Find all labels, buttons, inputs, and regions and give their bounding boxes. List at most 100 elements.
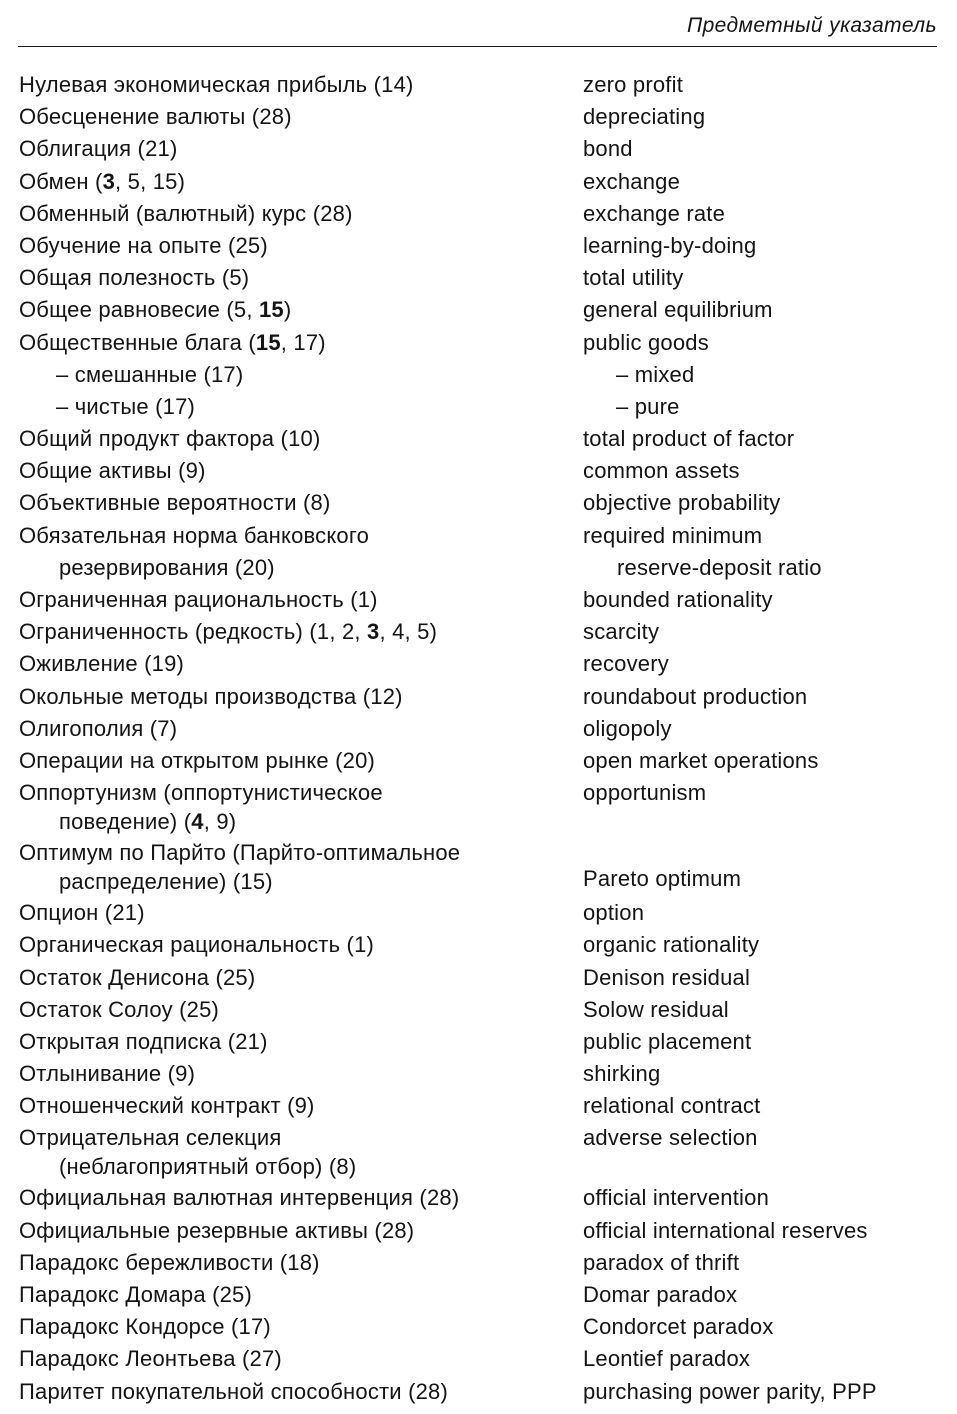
entry-term-en: total utility [583,265,684,291]
entry-term-en: relational contract [583,1093,761,1119]
index-entry: Парадокс бережливости (18) paradox of th… [19,1246,944,1278]
entry-term-ru: Остаток Денисона (25) [19,964,256,990]
entry-term-en: purchasing power parity, PPP [583,1378,877,1404]
index-list: Нулевая экономическая прибыль (14) zero … [19,68,944,1407]
entry-term-ru: Обязательная норма банковского резервиров… [19,522,370,580]
entry-term-ru: Окольные методы производства (12) [19,683,403,709]
entry-term-ru: Обмен (3, 5, 15) [19,168,186,194]
index-entry: Обучение на опыте (25) learning-by-doing [19,229,944,261]
entry-term-ru: Оптимум по Парйто (Парйто-оптимальное рас… [19,840,461,894]
entry-term-en: option [583,900,645,926]
entry-term-ru: Парадокс Леонтьева (27) [19,1346,282,1372]
entry-term-en: bounded rationality [583,587,773,613]
index-entry: Нулевая экономическая прибыль (14) zero … [19,68,944,100]
entry-term-en: zero profit [583,72,684,97]
entry-term-en: total product of factor [583,426,795,452]
entry-term-ru: Открытая подписка (21) [19,1028,268,1054]
index-entry: Ограниченная рациональность (1) bounded … [19,583,944,615]
entry-term-ru: Обучение на опыте (25) [19,232,268,258]
index-entry: Оптимум по Парйто (Парйто-оптимальное рас… [19,836,944,896]
entry-term-en: exchange rate [583,200,726,226]
index-subentry: – чистые (17) – pure [19,390,944,422]
entry-term-en: Condorcet paradox [583,1314,774,1340]
entry-term-ru: Общественные блага (15, 17) [19,329,326,355]
entry-term-en: general equilibrium [583,297,773,323]
entry-term-en: roundabout production [583,683,808,709]
index-entry: Облигация (21) bond [19,132,944,164]
index-entry: Открытая подписка (21) public placement [19,1025,944,1057]
entry-term-en: Denison residual [583,964,751,990]
entry-term-en: public goods [583,329,709,355]
entry-term-en: adverse selection [583,1125,758,1151]
entry-term-ru: Отношенческий контракт (9) [19,1093,315,1119]
entry-term-en: scarcity [583,619,660,645]
entry-term-en: bond [583,136,633,162]
entry-term-ru: Обменный (валютный) курс (28) [19,200,353,226]
index-entry: Обязательная норма банковского резервиров… [19,519,944,583]
entry-term-en: Domar paradox [583,1282,738,1308]
entry-term-en: opportunism [583,780,707,806]
entry-term-en: recovery [583,651,669,677]
index-entry: Общая полезность (5) total utility [19,261,944,293]
entry-term-ru: Ограниченная рациональность (1) [19,587,378,613]
index-entry: Отношенческий контракт (9) relational co… [19,1089,944,1121]
index-entry: Обмен (3, 5, 15) exchange [19,165,944,197]
entry-term-en: organic rationality [583,932,760,958]
index-entry: Оживление (19) recovery [19,647,944,679]
entry-term-en: Leontief paradox [583,1346,751,1372]
index-entry: Отлынивание (9) shirking [19,1057,944,1089]
index-entry: Парадокс Леонтьева (27) Leontief paradox [19,1342,944,1374]
index-entry: Официальная валютная интервенция (28) of… [19,1181,944,1213]
index-entry: Оппортунизм (оппортунистическое поведение… [19,776,944,836]
entry-term-ru: Нулевая экономическая прибыль (14) [19,72,414,97]
entry-term-ru: Официальная валютная интервенция (28) [19,1185,460,1211]
entry-term-en: open market operations [583,747,819,773]
entry-term-ru: Объективные вероятности (8) [19,490,331,516]
entry-term-en: – mixed [616,361,695,387]
entry-term-ru: Паритет покупательной способности (28) [19,1378,449,1404]
index-entry: Опцион (21) option [19,896,944,928]
entry-term-en: objective probability [583,490,781,516]
header-rule [18,46,937,47]
entry-term-en: paradox of thrift [583,1249,740,1275]
index-entry: Окольные методы производства (12) rounda… [19,680,944,712]
entry-term-ru: Обесценение валюты (28) [19,104,292,130]
index-entry: Обесценение валюты (28) depreciating [19,100,944,132]
index-entry: Остаток Денисона (25) Denison residual [19,961,944,993]
index-entry: Паритет покупательной способности (28) p… [19,1375,944,1407]
entry-term-ru: Отлынивание (9) [19,1061,196,1087]
entry-term-en: public placement [583,1028,752,1054]
entry-term-ru: Оживление (19) [19,651,185,677]
entry-term-ru: Парадокс Кондорсе (17) [19,1314,271,1340]
entry-term-en: required minimum reserve-deposit ratio [583,522,822,580]
index-entry: Отрицательная селекция (неблагоприятный о… [19,1121,944,1181]
entry-term-en: depreciating [583,104,706,130]
entry-term-ru: Общая полезность (5) [19,265,250,291]
index-entry: Общественные блага (15, 17) public goods [19,326,944,358]
index-subentry: – смешанные (17) – mixed [19,358,944,390]
entry-term-en: exchange [583,168,681,194]
index-entry: Парадокс Кондорсе (17) Condorcet paradox [19,1310,944,1342]
entry-term-ru: Облигация (21) [19,136,178,162]
index-entry: Остаток Солоу (25) Solow residual [19,993,944,1025]
entry-term-ru: Операции на открытом рынке (20) [19,747,376,773]
entry-term-ru: – смешанные (17) [56,361,244,387]
index-entry: Общее равновесие (5, 15) general equilib… [19,293,944,325]
entry-term-ru: Общее равновесие (5, 15) [19,297,292,323]
entry-term-ru: Ограниченность (редкость) (1, 2, 3, 4, 5… [19,619,438,645]
index-entry: Объективные вероятности (8) objective pr… [19,486,944,518]
entry-term-ru: – чистые (17) [56,393,196,419]
index-entry: Официальные резервные активы (28) offici… [19,1214,944,1246]
entry-term-en: common assets [583,458,740,484]
entry-term-en: – pure [616,393,680,419]
entry-term-ru: Общий продукт фактора (10) [19,426,321,452]
entry-term-ru: Общие активы (9) [19,458,206,484]
index-entry: Обменный (валютный) курс (28) exchange r… [19,197,944,229]
entry-term-ru: Официальные резервные активы (28) [19,1217,415,1243]
entry-term-ru: Парадокс бережливости (18) [19,1249,320,1275]
entry-term-ru: Опцион (21) [19,900,145,926]
entry-term-ru: Оппортунизм (оппортунистическое поведение… [19,780,383,834]
index-entry: Органическая рациональность (1) organic … [19,928,944,960]
entry-term-ru: Остаток Солоу (25) [19,996,220,1022]
entry-term-ru: Олигополия (7) [19,715,178,741]
